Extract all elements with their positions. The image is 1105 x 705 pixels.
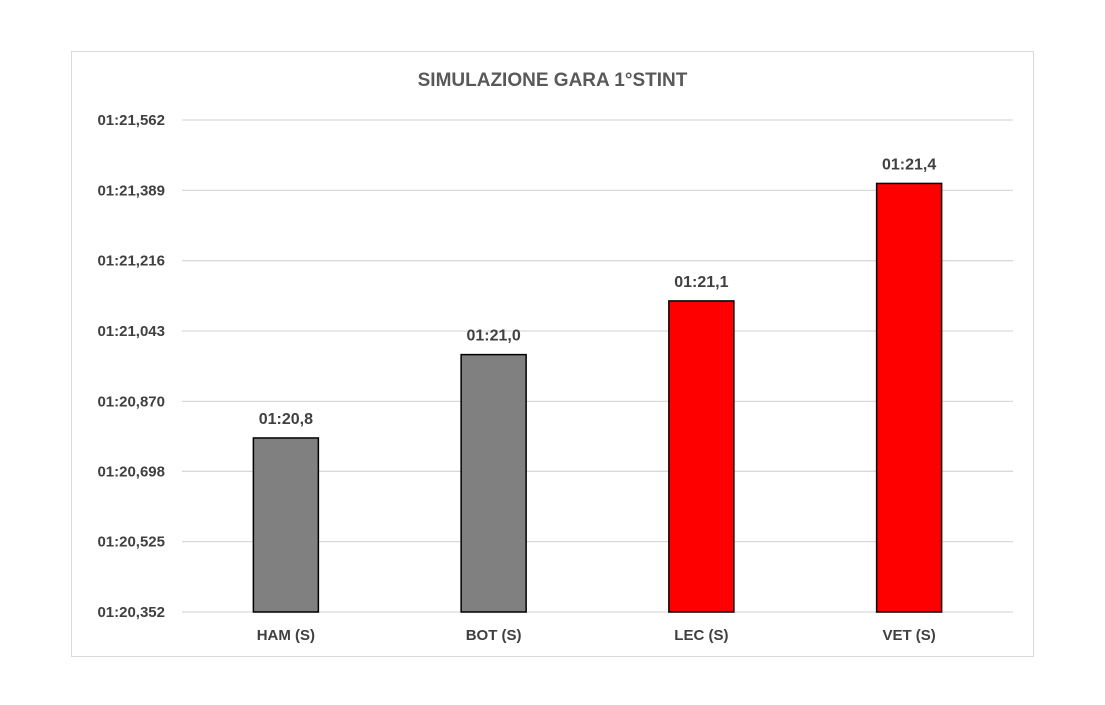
- x-tick-label: BOT (S): [466, 627, 522, 644]
- bar: [252, 437, 320, 613]
- data-label: 01:21,4: [882, 156, 936, 173]
- data-label: 01:20,8: [259, 411, 313, 428]
- y-tick-label: 01:20,698: [97, 463, 165, 480]
- y-tick-label: 01:21,562: [97, 112, 165, 129]
- x-tick-label: VET (S): [882, 627, 935, 644]
- chart-area: [71, 51, 1034, 657]
- y-tick-label: 01:21,216: [97, 253, 165, 270]
- x-tick-label: HAM (S): [257, 627, 315, 644]
- bar: [460, 353, 527, 613]
- y-tick-label: 01:20,352: [97, 604, 165, 621]
- y-tick-label: 01:20,870: [97, 393, 165, 410]
- y-tick-label: 01:20,525: [97, 534, 165, 551]
- x-tick-label: LEC (S): [674, 627, 728, 644]
- bar: [875, 182, 943, 613]
- y-tick-label: 01:21,389: [97, 182, 165, 199]
- data-label: 01:21,1: [674, 274, 728, 291]
- data-label: 01:21,0: [466, 328, 520, 345]
- chart-title: SIMULAZIONE GARA 1°STINT: [417, 70, 688, 91]
- bar: [668, 300, 735, 613]
- y-tick-label: 01:21,043: [97, 323, 165, 340]
